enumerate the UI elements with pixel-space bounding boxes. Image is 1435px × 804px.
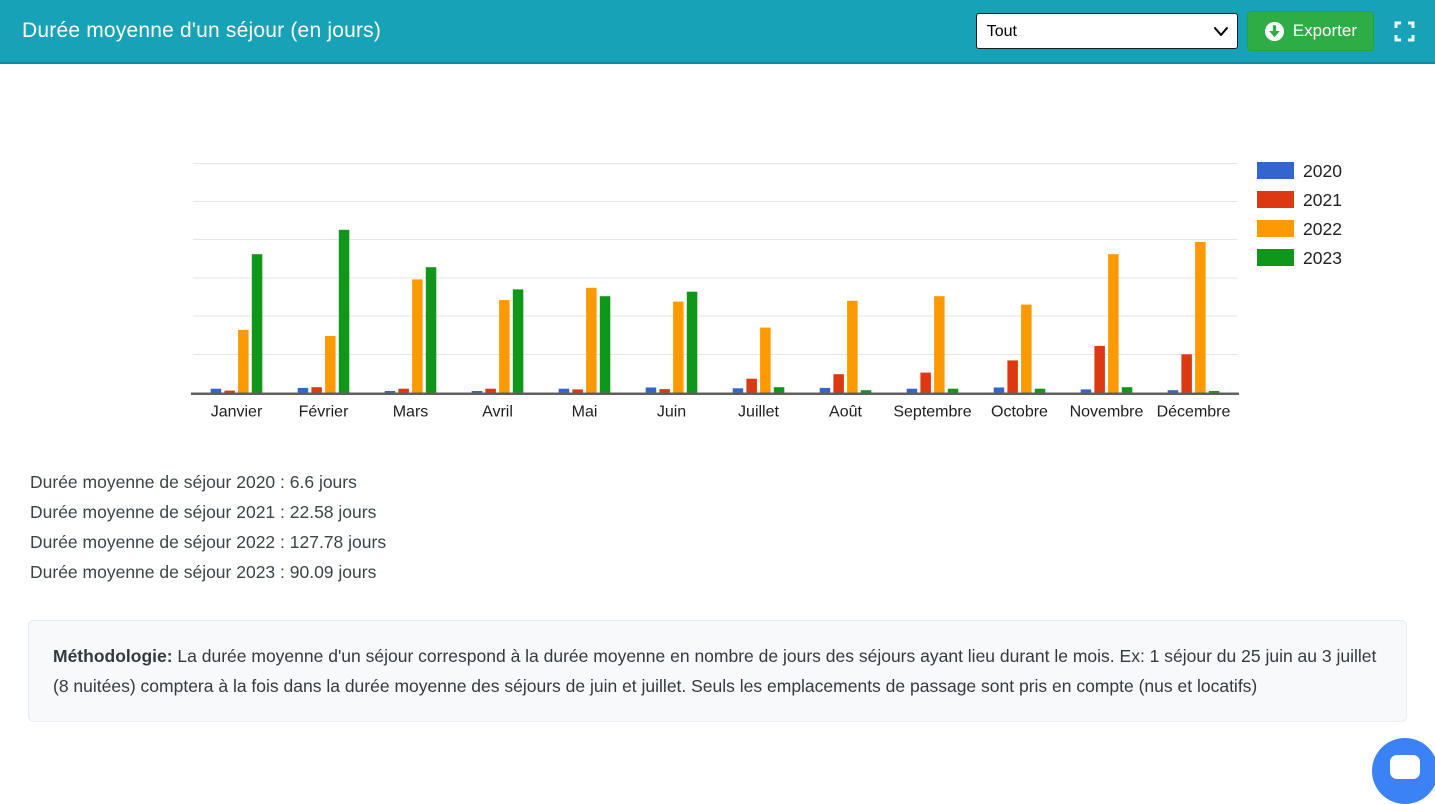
fullscreen-icon — [1394, 21, 1414, 41]
chat-widget-button[interactable] — [1372, 738, 1435, 804]
bar-2022-Novembre[interactable] — [1108, 254, 1119, 393]
year-filter-select[interactable]: Tout — [975, 13, 1238, 49]
bar-2021-Décembre[interactable] — [1181, 354, 1192, 393]
x-axis-label-Juillet: Juillet — [738, 404, 779, 421]
bar-2021-Septembre[interactable] — [920, 372, 931, 393]
legend-label-2023: 2023 — [1303, 248, 1342, 268]
x-axis-label-Novembre: Novembre — [1070, 404, 1144, 421]
legend-swatch-2021 — [1257, 191, 1294, 208]
bar-2022-Février[interactable] — [325, 336, 336, 393]
x-axis-label-Avril: Avril — [482, 404, 513, 421]
bar-2023-Octobre[interactable] — [1034, 388, 1046, 393]
x-axis-label-Mai: Mai — [572, 404, 598, 421]
bar-2021-Mai[interactable] — [572, 389, 583, 393]
bar-2020-Juin[interactable] — [645, 387, 657, 393]
bar-2020-Octobre[interactable] — [993, 387, 1005, 393]
bar-2023-Septembre[interactable] — [947, 388, 959, 393]
methodology-box: Méthodologie: La durée moyenne d'un séjo… — [28, 620, 1407, 722]
bar-2020-Août[interactable] — [819, 387, 831, 393]
bar-2023-Février[interactable] — [338, 229, 350, 393]
bar-2022-Octobre[interactable] — [1021, 304, 1032, 393]
stat-line-2021: Durée moyenne de séjour 2021 : 22.58 jou… — [30, 502, 377, 522]
legend-swatch-2023 — [1257, 249, 1294, 266]
bar-2020-Janvier[interactable] — [210, 388, 222, 393]
bar-2020-Mai[interactable] — [558, 388, 570, 393]
x-axis-label-Août: Août — [829, 404, 862, 421]
bar-2022-Juin[interactable] — [673, 301, 684, 393]
bar-2022-Mars[interactable] — [412, 279, 423, 393]
x-axis-label-Mars: Mars — [393, 404, 429, 421]
bar-2021-Août[interactable] — [833, 374, 844, 393]
bar-2022-Avril[interactable] — [499, 300, 510, 393]
bar-2022-Mai[interactable] — [586, 287, 597, 393]
bar-2021-Juin[interactable] — [659, 389, 670, 393]
stat-line-2022: Durée moyenne de séjour 2022 : 127.78 jo… — [30, 532, 387, 552]
x-axis-label-Décembre: Décembre — [1157, 404, 1231, 421]
legend-label-2022: 2022 — [1303, 219, 1342, 239]
bar-2021-Novembre[interactable] — [1094, 345, 1105, 393]
bar-2020-Novembre[interactable] — [1080, 389, 1092, 393]
header-controls: Tout Exporter — [975, 11, 1421, 51]
bar-2023-Janvier[interactable] — [251, 254, 263, 393]
bar-2020-Juillet[interactable] — [732, 388, 744, 393]
methodology-text: La durée moyenne d'un séjour correspond … — [53, 646, 1377, 696]
bar-2023-Décembre[interactable] — [1208, 391, 1220, 393]
legend-label-2021: 2021 — [1303, 190, 1342, 210]
bar-2022-Juillet[interactable] — [760, 327, 771, 393]
methodology-label: Méthodologie: — [53, 646, 173, 666]
bar-2021-Janvier[interactable] — [224, 390, 235, 393]
bar-2023-Mars[interactable] — [425, 267, 437, 393]
download-circle-icon — [1264, 21, 1284, 41]
x-axis-label-Janvier: Janvier — [211, 404, 263, 421]
bar-2020-Février[interactable] — [297, 387, 309, 393]
bar-2021-Avril[interactable] — [485, 388, 496, 393]
x-axis-label-Février: Février — [299, 404, 349, 421]
x-axis-label-Octobre: Octobre — [991, 404, 1048, 421]
export-button-label: Exporter — [1292, 21, 1357, 40]
stat-line-2023: Durée moyenne de séjour 2023 : 90.09 jou… — [30, 562, 377, 582]
fullscreen-button[interactable] — [1387, 14, 1421, 48]
x-axis-label-Juin: Juin — [657, 404, 686, 421]
bar-2020-Avril[interactable] — [471, 391, 483, 393]
bar-2023-Juillet[interactable] — [773, 387, 785, 393]
bar-2023-Août[interactable] — [860, 390, 872, 393]
widget-header: Durée moyenne d'un séjour (en jours) Tou… — [0, 0, 1435, 64]
bar-2023-Novembre[interactable] — [1121, 387, 1133, 393]
bar-2023-Juin[interactable] — [686, 291, 698, 393]
legend-swatch-2022 — [1257, 220, 1294, 237]
bar-2022-Décembre[interactable] — [1195, 242, 1206, 393]
legend-label-2020: 2020 — [1303, 161, 1342, 181]
bar-chart[interactable]: Janvier Février Mars Avril Mai Juin Juillet Aoû… — [0, 130, 1435, 445]
bar-2022-Janvier[interactable] — [238, 329, 249, 393]
bar-2020-Mars[interactable] — [384, 391, 396, 393]
bar-2023-Mai[interactable] — [599, 296, 611, 393]
year-filter-wrap: Tout — [975, 13, 1238, 49]
page-title: Durée moyenne d'un séjour (en jours) — [22, 19, 382, 42]
legend-swatch-2020 — [1257, 162, 1294, 179]
bar-2023-Avril[interactable] — [512, 289, 524, 393]
bar-2020-Décembre[interactable] — [1167, 390, 1179, 393]
bar-2021-Juillet[interactable] — [746, 378, 757, 393]
bar-2022-Septembre[interactable] — [934, 296, 945, 393]
x-axis-label-Septembre: Septembre — [893, 404, 971, 421]
bar-2020-Septembre[interactable] — [906, 388, 918, 393]
bar-2021-Février[interactable] — [311, 387, 322, 393]
stats-summary: Durée moyenne de séjour 2020 : 6.6 jours… — [30, 467, 386, 587]
bar-2022-Août[interactable] — [847, 300, 858, 393]
bar-2021-Mars[interactable] — [398, 388, 409, 393]
chat-bubble-icon — [1390, 755, 1420, 779]
export-button[interactable]: Exporter — [1246, 11, 1374, 51]
stat-line-2020: Durée moyenne de séjour 2020 : 6.6 jours — [30, 472, 357, 492]
bar-2021-Octobre[interactable] — [1007, 360, 1018, 393]
